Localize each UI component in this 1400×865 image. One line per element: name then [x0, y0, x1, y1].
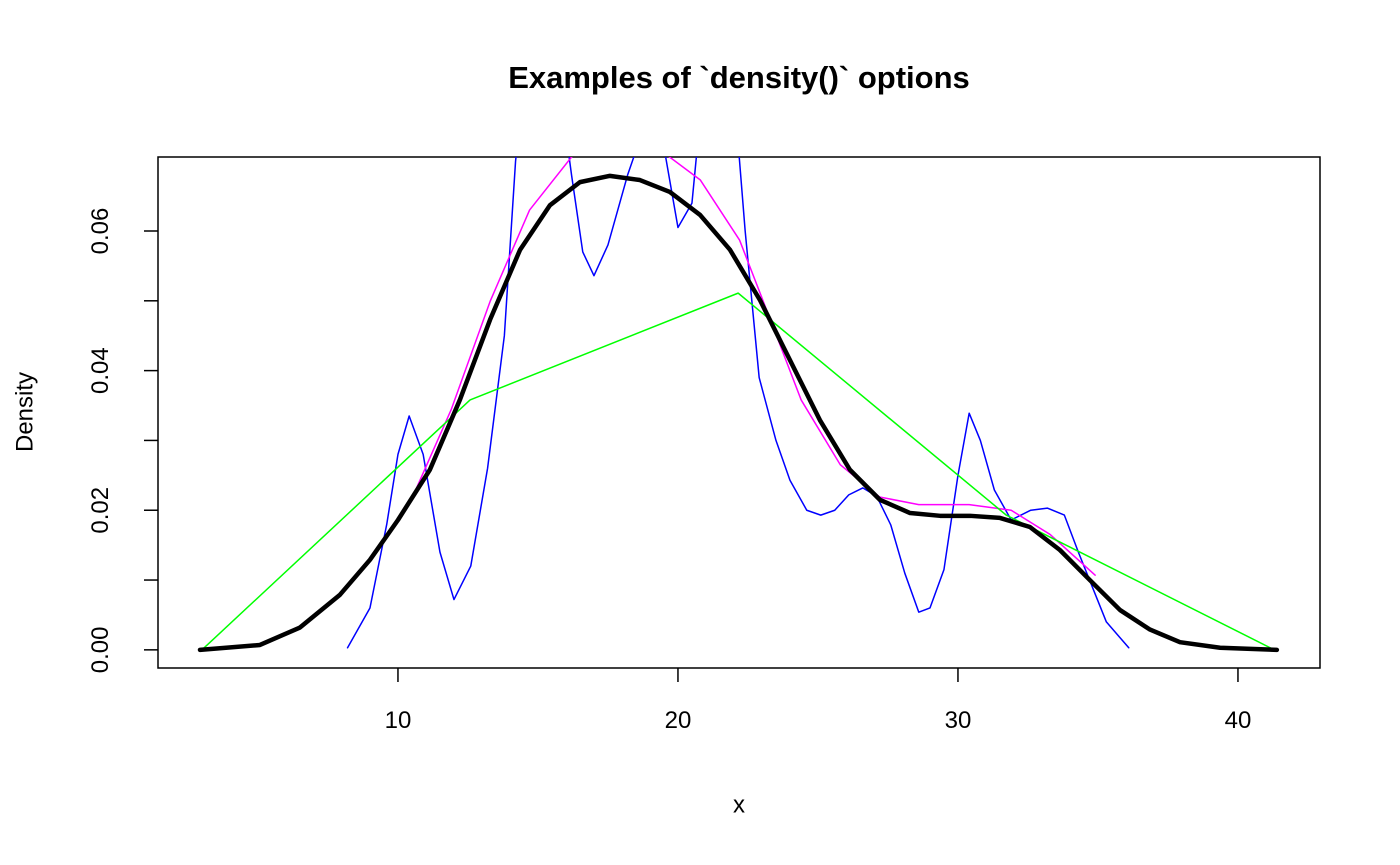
x-tick-label: 30: [945, 707, 972, 734]
y-tick-label: 0.02: [87, 487, 114, 534]
density-line: [201, 292, 1276, 651]
x-tick-label: 10: [385, 707, 412, 734]
y-axis-label: Density: [11, 372, 38, 452]
density-line: [346, 157, 1130, 649]
plot-area: [197, 157, 1280, 653]
density-line: [197, 173, 1280, 653]
y-tick-label: 0.06: [87, 208, 114, 255]
x-axis-label: x: [733, 791, 745, 818]
x-tick-label: 40: [1225, 707, 1252, 734]
y-tick-label: 0.04: [87, 347, 114, 394]
density-line: [408, 157, 1096, 576]
y-tick-label: 0.00: [87, 626, 114, 673]
x-tick-label: 20: [665, 707, 692, 734]
plot-frame: [157, 156, 1321, 669]
chart-title: Examples of `density()` options: [508, 60, 970, 95]
